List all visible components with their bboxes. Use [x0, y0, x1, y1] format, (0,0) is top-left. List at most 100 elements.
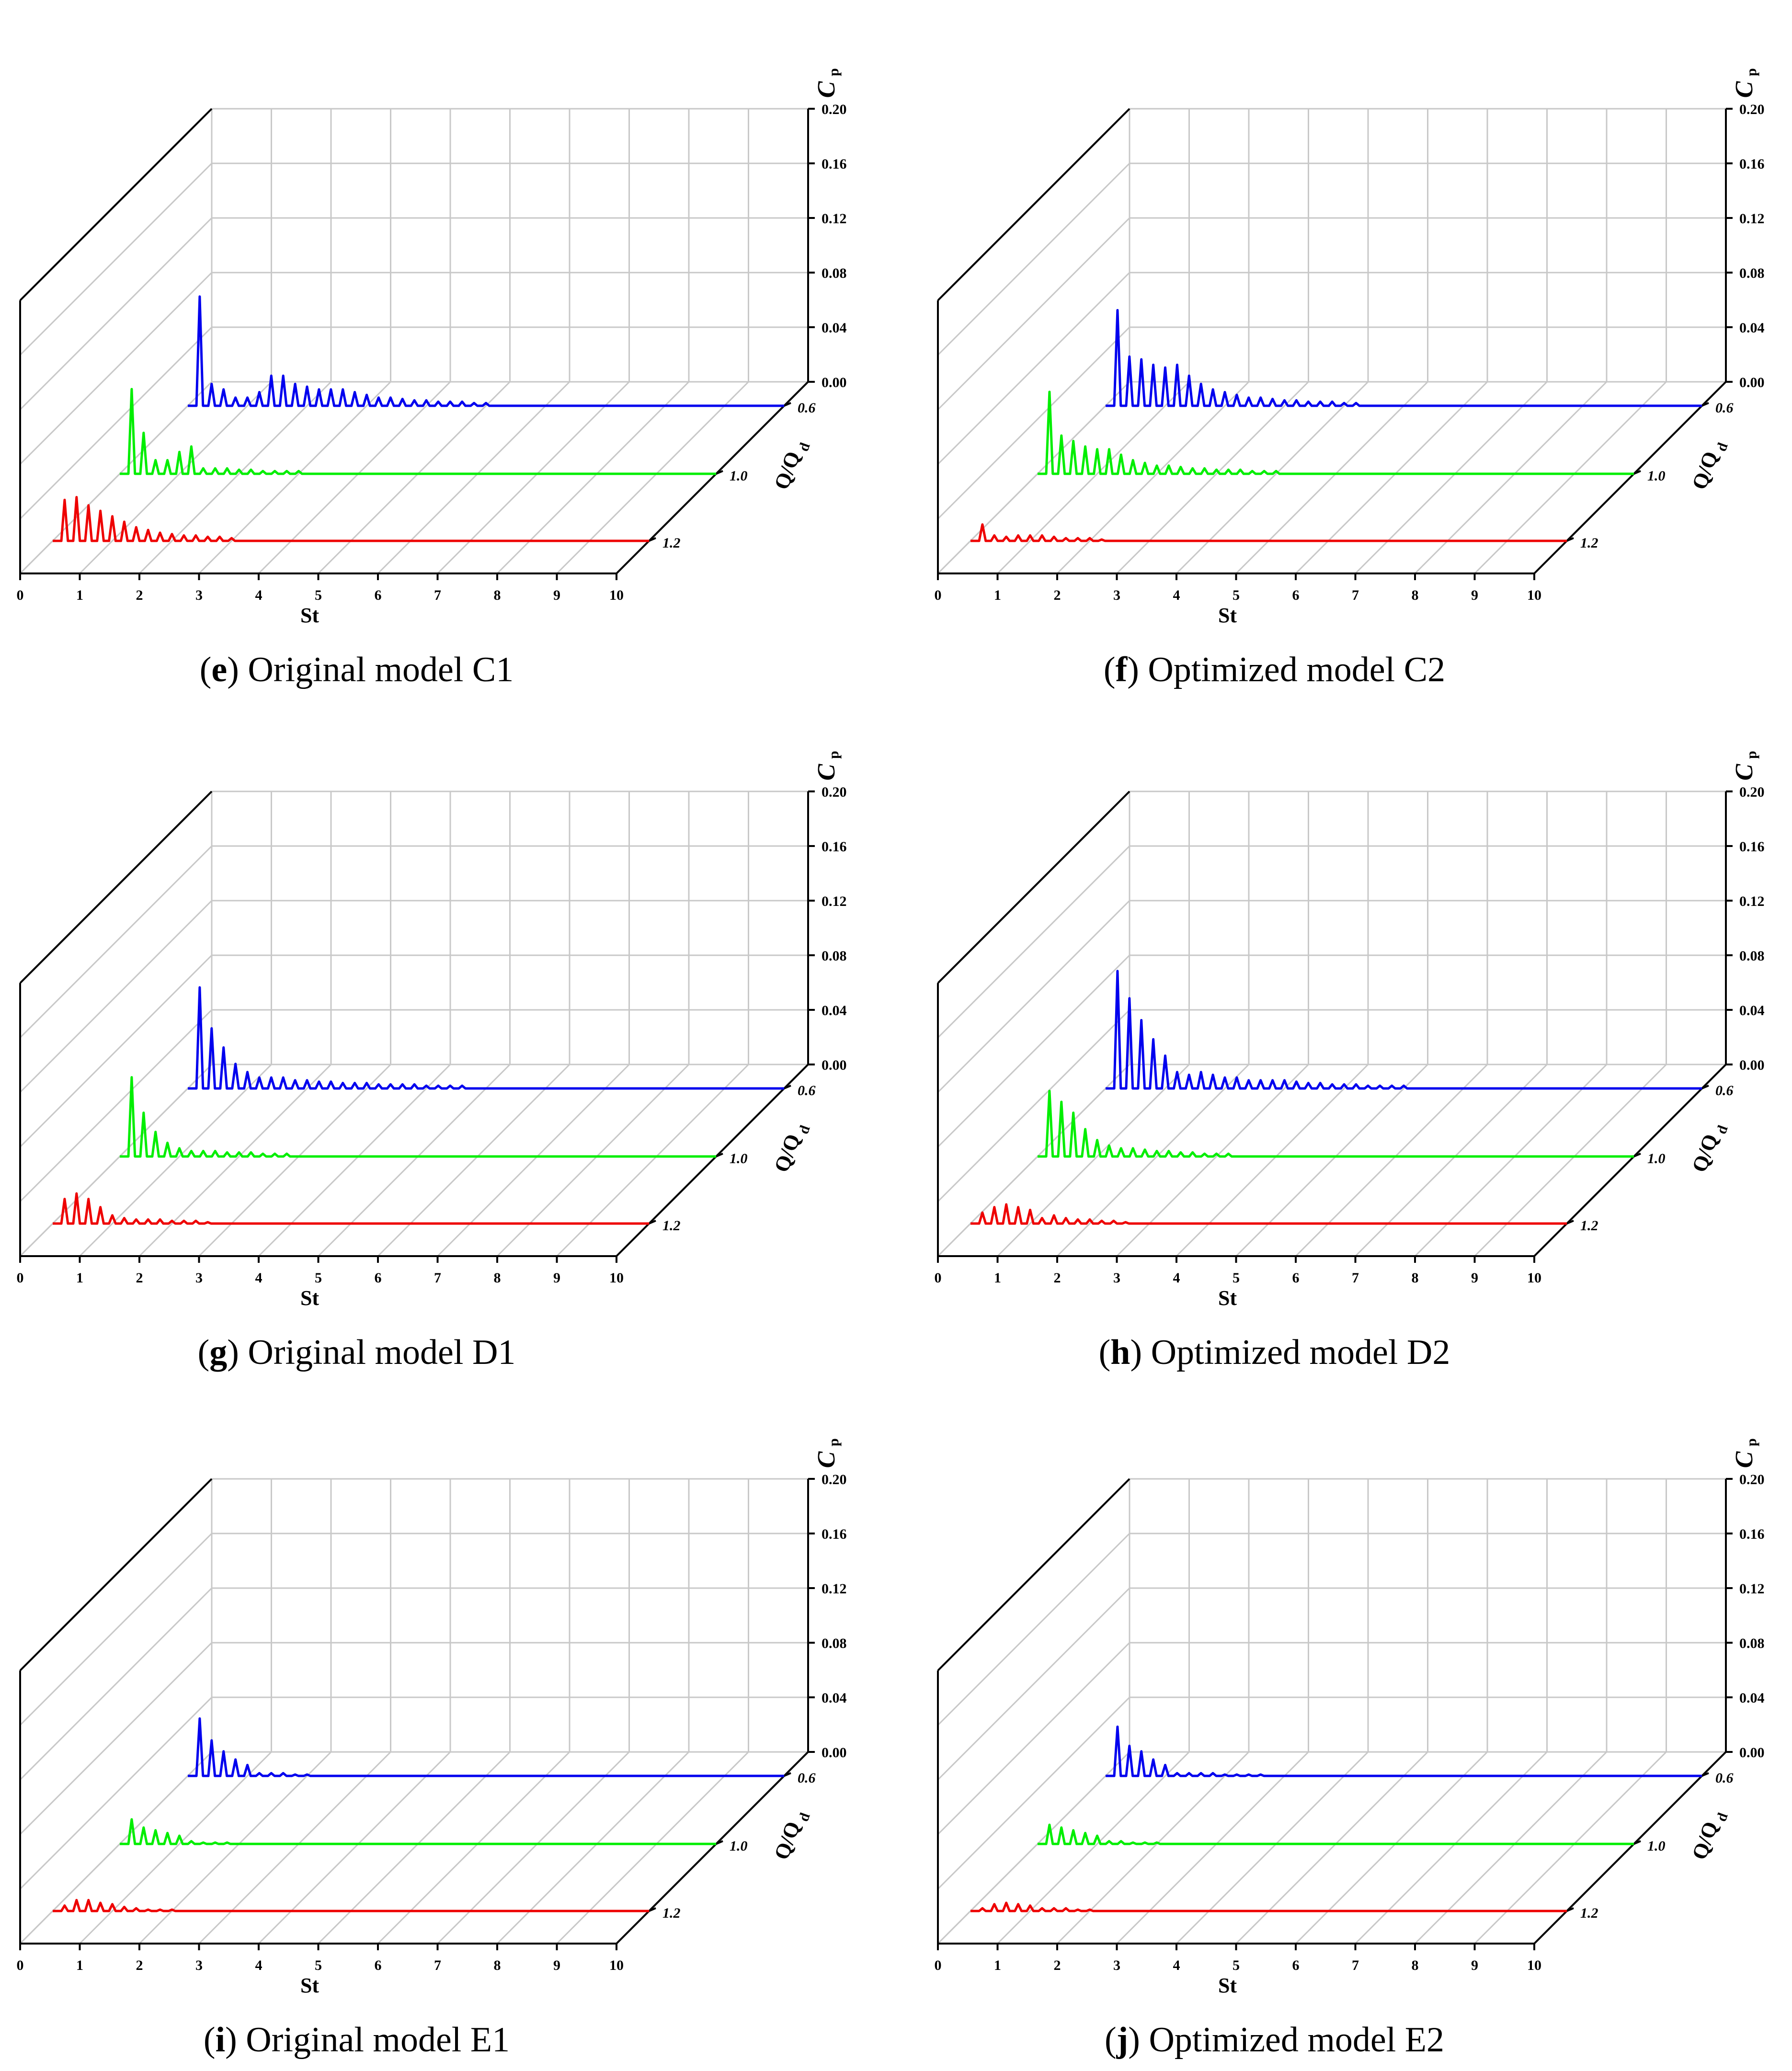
z-tick-label: 0.04 — [822, 1003, 847, 1018]
flow-axis-title-sub: d — [1713, 1810, 1731, 1823]
x-tick-label: 8 — [494, 1270, 501, 1286]
x-tick-label: 8 — [1412, 1270, 1419, 1286]
flow-tick-mark — [716, 1153, 723, 1157]
grid-line — [19, 272, 213, 465]
x-tick-label: 4 — [255, 1957, 263, 1973]
x-tick-label: 5 — [1233, 1270, 1240, 1286]
caption-open-paren: ( — [1105, 2020, 1117, 2060]
flow-tick-label: 1.0 — [730, 468, 748, 484]
x-tick-label: 7 — [434, 587, 441, 603]
x-tick-label: 1 — [76, 1270, 83, 1286]
flow-tick-mark — [1633, 1153, 1641, 1157]
x-tick-label: 9 — [1471, 1957, 1478, 1973]
flow-tick-mark — [1701, 402, 1709, 407]
z-tick-label: 0.04 — [1739, 1003, 1765, 1018]
grid-line — [138, 1064, 332, 1257]
series-line-q06 — [188, 986, 784, 1090]
grid-line — [377, 1751, 571, 1945]
z-tick-label: 0.20 — [822, 102, 847, 117]
flow-tick-label: 1.2 — [1580, 535, 1598, 551]
series-line-q10 — [120, 388, 716, 475]
x-tick-label: 5 — [1233, 1957, 1240, 1973]
z-axis-title-main: C — [813, 763, 840, 780]
z-axis-title-main: C — [1731, 763, 1758, 780]
flow-tick-label: 0.6 — [1715, 1770, 1734, 1786]
grid-line — [377, 1064, 571, 1257]
grid-line — [1295, 1751, 1488, 1945]
flow-tick-mark — [716, 1840, 723, 1845]
x-tick-label: 10 — [1527, 1270, 1541, 1286]
grid-line — [937, 1587, 1130, 1781]
z-tick-label: 0.12 — [822, 893, 847, 909]
grid-line — [1295, 381, 1488, 574]
series-line-q10 — [1038, 1089, 1634, 1158]
x-tick-label: 10 — [609, 1957, 624, 1973]
flow-tick-mark — [1633, 1840, 1641, 1845]
grid-line — [1235, 1064, 1428, 1257]
x-tick-label: 0 — [17, 1270, 24, 1286]
x-axis-title: St — [300, 604, 319, 627]
caption-close-paren: ) — [227, 650, 248, 689]
x-tick-label: 8 — [1412, 587, 1419, 603]
grid-line — [19, 1696, 213, 1890]
panel-caption: (i) Original model E1 — [204, 2020, 510, 2060]
grid-line — [1474, 381, 1667, 574]
flow-tick-mark — [1701, 1085, 1709, 1089]
flow-tick-mark — [1566, 1907, 1574, 1912]
axis-line — [19, 108, 213, 301]
grid-line — [1474, 1751, 1667, 1945]
series-line-q12 — [53, 1899, 649, 1912]
grid-line — [19, 381, 213, 574]
flow-tick-mark — [1566, 537, 1574, 542]
z-axis-title-sub: p — [826, 68, 842, 76]
flow-tick-label: 1.2 — [1580, 1905, 1598, 1921]
grid-line — [1414, 1064, 1608, 1257]
x-tick-label: 2 — [1054, 1957, 1061, 1973]
z-tick-label: 0.04 — [822, 320, 847, 336]
series-line-q12 — [970, 1203, 1567, 1225]
z-tick-label: 0.08 — [1739, 265, 1765, 281]
flow-tick-mark — [649, 1907, 656, 1912]
caption-open-paren: ( — [204, 2020, 216, 2060]
grid-line — [258, 1064, 451, 1257]
panel-caption: (e) Original model C1 — [200, 650, 514, 689]
x-tick-label: 9 — [553, 1957, 560, 1973]
caption-text: Original model E1 — [246, 2020, 510, 2060]
grid-line — [437, 1751, 630, 1945]
caption-close-paren: ) — [1128, 2020, 1149, 2060]
x-tick-label: 6 — [375, 587, 382, 603]
z-tick-label: 0.00 — [1739, 1057, 1765, 1073]
flow-tick-label: 1.0 — [1647, 1151, 1666, 1167]
x-tick-label: 9 — [553, 1270, 560, 1286]
flow-axis-title-main: Q/Q — [770, 1819, 805, 1863]
grid-line — [1414, 1751, 1608, 1945]
series-line-q06 — [1106, 309, 1702, 407]
caption-close-paren: ) — [225, 2020, 246, 2060]
axis-line — [937, 790, 1130, 984]
flow-tick-mark — [784, 402, 791, 407]
flow-tick-label: 1.0 — [730, 1838, 748, 1854]
grid-line — [19, 845, 213, 1039]
flow-tick-label: 1.0 — [730, 1151, 748, 1167]
caption-text: Original model C1 — [248, 650, 514, 689]
x-tick-label: 2 — [1054, 587, 1061, 603]
x-tick-label: 4 — [255, 1270, 263, 1286]
x-tick-label: 5 — [1233, 587, 1240, 603]
grid-line — [19, 1751, 213, 1945]
flow-axis-title-sub: d — [796, 440, 813, 453]
axis-line — [937, 1478, 1130, 1671]
grid-line — [496, 381, 690, 574]
grid-line — [937, 1696, 1130, 1890]
x-tick-label: 8 — [1412, 1957, 1419, 1973]
z-axis-title: Cp — [1731, 751, 1759, 780]
grid-line — [937, 900, 1130, 1093]
z-tick-label: 0.00 — [1739, 1745, 1765, 1761]
z-axis-title: Cp — [813, 68, 842, 98]
x-tick-label: 7 — [1352, 587, 1359, 603]
grid-line — [1056, 381, 1250, 574]
flow-axis-title-main: Q/Q — [770, 1131, 805, 1176]
flow-tick-label: 1.0 — [1647, 468, 1666, 484]
axis-line — [19, 790, 213, 984]
chart-panel-h: 0 1 2 3 4 5 6 7 8 9 10 St 0.00 0.04 0.08 0.12 0.16 0.20 Cp… — [935, 751, 1765, 1372]
flow-axis-title: Q/Qd — [1688, 1810, 1731, 1863]
